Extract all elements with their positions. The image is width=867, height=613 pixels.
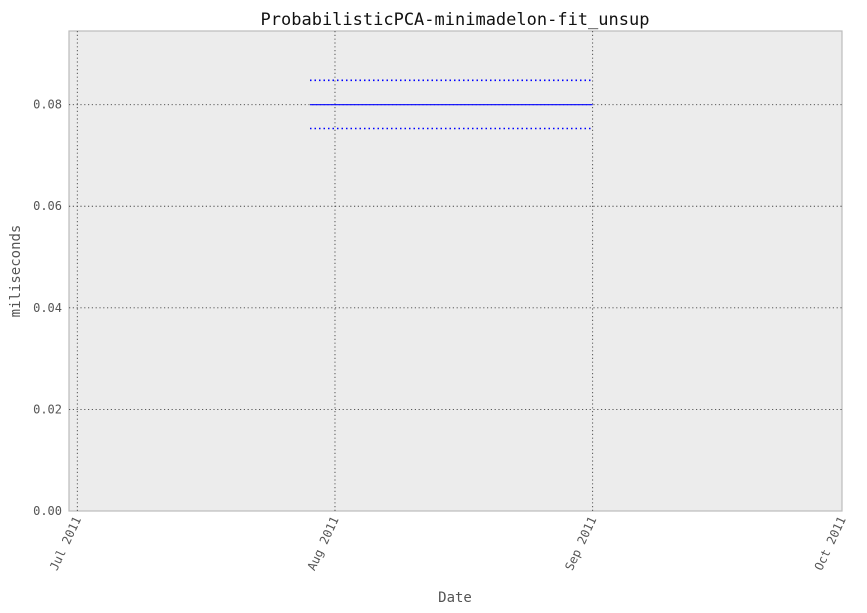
y-tick-label: 0.04 <box>33 301 62 315</box>
plot-area <box>68 30 843 512</box>
y-tick-label: 0.06 <box>33 199 62 213</box>
grid-lines <box>69 31 842 511</box>
series-lines <box>310 79 593 130</box>
y-tick-label: 0.00 <box>33 504 62 518</box>
x-tick-label: Jul 2011 <box>47 514 84 572</box>
y-tick-label: 0.08 <box>33 98 62 112</box>
x-axis-label: Date <box>438 590 472 606</box>
x-tick-label: Sep 2011 <box>562 514 599 572</box>
x-tick-label: Aug 2011 <box>305 514 342 572</box>
y-tick-label: 0.02 <box>33 402 62 416</box>
x-tick-label: Oct 2011 <box>812 514 849 572</box>
y-axis-label: miliseconds <box>8 225 24 318</box>
chart-title: ProbabilisticPCA-minimadelon-fit_unsup <box>261 10 650 30</box>
